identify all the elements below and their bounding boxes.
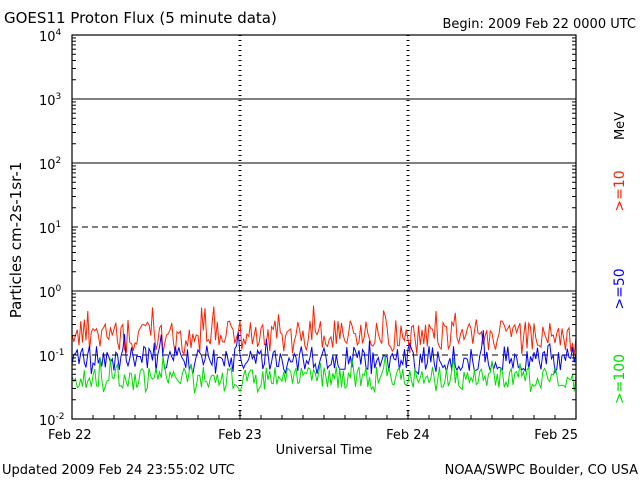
y-tick-label: 103 (39, 92, 61, 109)
begin-time: Begin: 2009 Feb 22 0000 UTC (442, 17, 636, 32)
y-tick-exponent: -2 (56, 412, 65, 422)
x-tick-label: Feb 25 (534, 428, 578, 443)
x-tick-labels: Feb 22 Feb 23 Feb 24 Feb 25 (48, 428, 578, 443)
y-tick-base: 10 (39, 222, 56, 237)
updated-timestamp: Updated 2009 Feb 24 23:55:02 UTC (2, 463, 235, 478)
y-tick-base: 10 (39, 414, 56, 429)
legend-entry: >=50 (612, 268, 628, 309)
legend-unit: MeV (613, 112, 628, 140)
y-tick-base: 10 (39, 30, 56, 45)
y-tick-base: 10 (39, 286, 56, 301)
y-tick-label: 10-1 (39, 348, 65, 365)
y-tick-label: 101 (39, 220, 61, 237)
y-axis-label-text: Particles cm-2s-1sr-1 (7, 162, 25, 319)
y-tick-label: 100 (39, 284, 62, 301)
y-tick-exponent: -1 (56, 348, 65, 358)
y-tick-exponent: 1 (56, 220, 62, 230)
y-tick-label: 104 (39, 28, 62, 45)
y-tick-label: 10-2 (39, 412, 65, 429)
x-tick-label: Feb 24 (386, 428, 430, 443)
y-tick-base: 10 (39, 350, 56, 365)
y-tick-base: 10 (39, 94, 56, 109)
legend: MeV >=10 >=50 >=100 (612, 112, 628, 404)
chart-title: GOES11 Proton Flux (5 minute data) (4, 9, 277, 27)
x-tick-label: Feb 23 (218, 428, 262, 443)
series-line-0 (71, 305, 577, 356)
credit-text: NOAA/SWPC Boulder, CO USA (445, 463, 638, 478)
plot-frame (71, 34, 577, 420)
y-tick-exponent: 3 (56, 92, 62, 102)
y-axis-label: Particles cm-2s-1sr-1 (7, 162, 25, 319)
data-series (71, 305, 577, 394)
y-tick-exponent: 0 (56, 284, 62, 294)
y-tick-base: 10 (39, 158, 56, 173)
y-tick-exponent: 2 (56, 156, 62, 166)
x-axis-label: Universal Time (276, 443, 373, 458)
series-line-2 (71, 355, 577, 394)
x-tick-label: Feb 22 (48, 428, 92, 443)
legend-entry: >=100 (612, 354, 628, 404)
y-tick-label: 102 (39, 156, 61, 173)
legend-entry: >=10 (612, 170, 628, 211)
y-tick-exponent: 4 (56, 28, 62, 38)
